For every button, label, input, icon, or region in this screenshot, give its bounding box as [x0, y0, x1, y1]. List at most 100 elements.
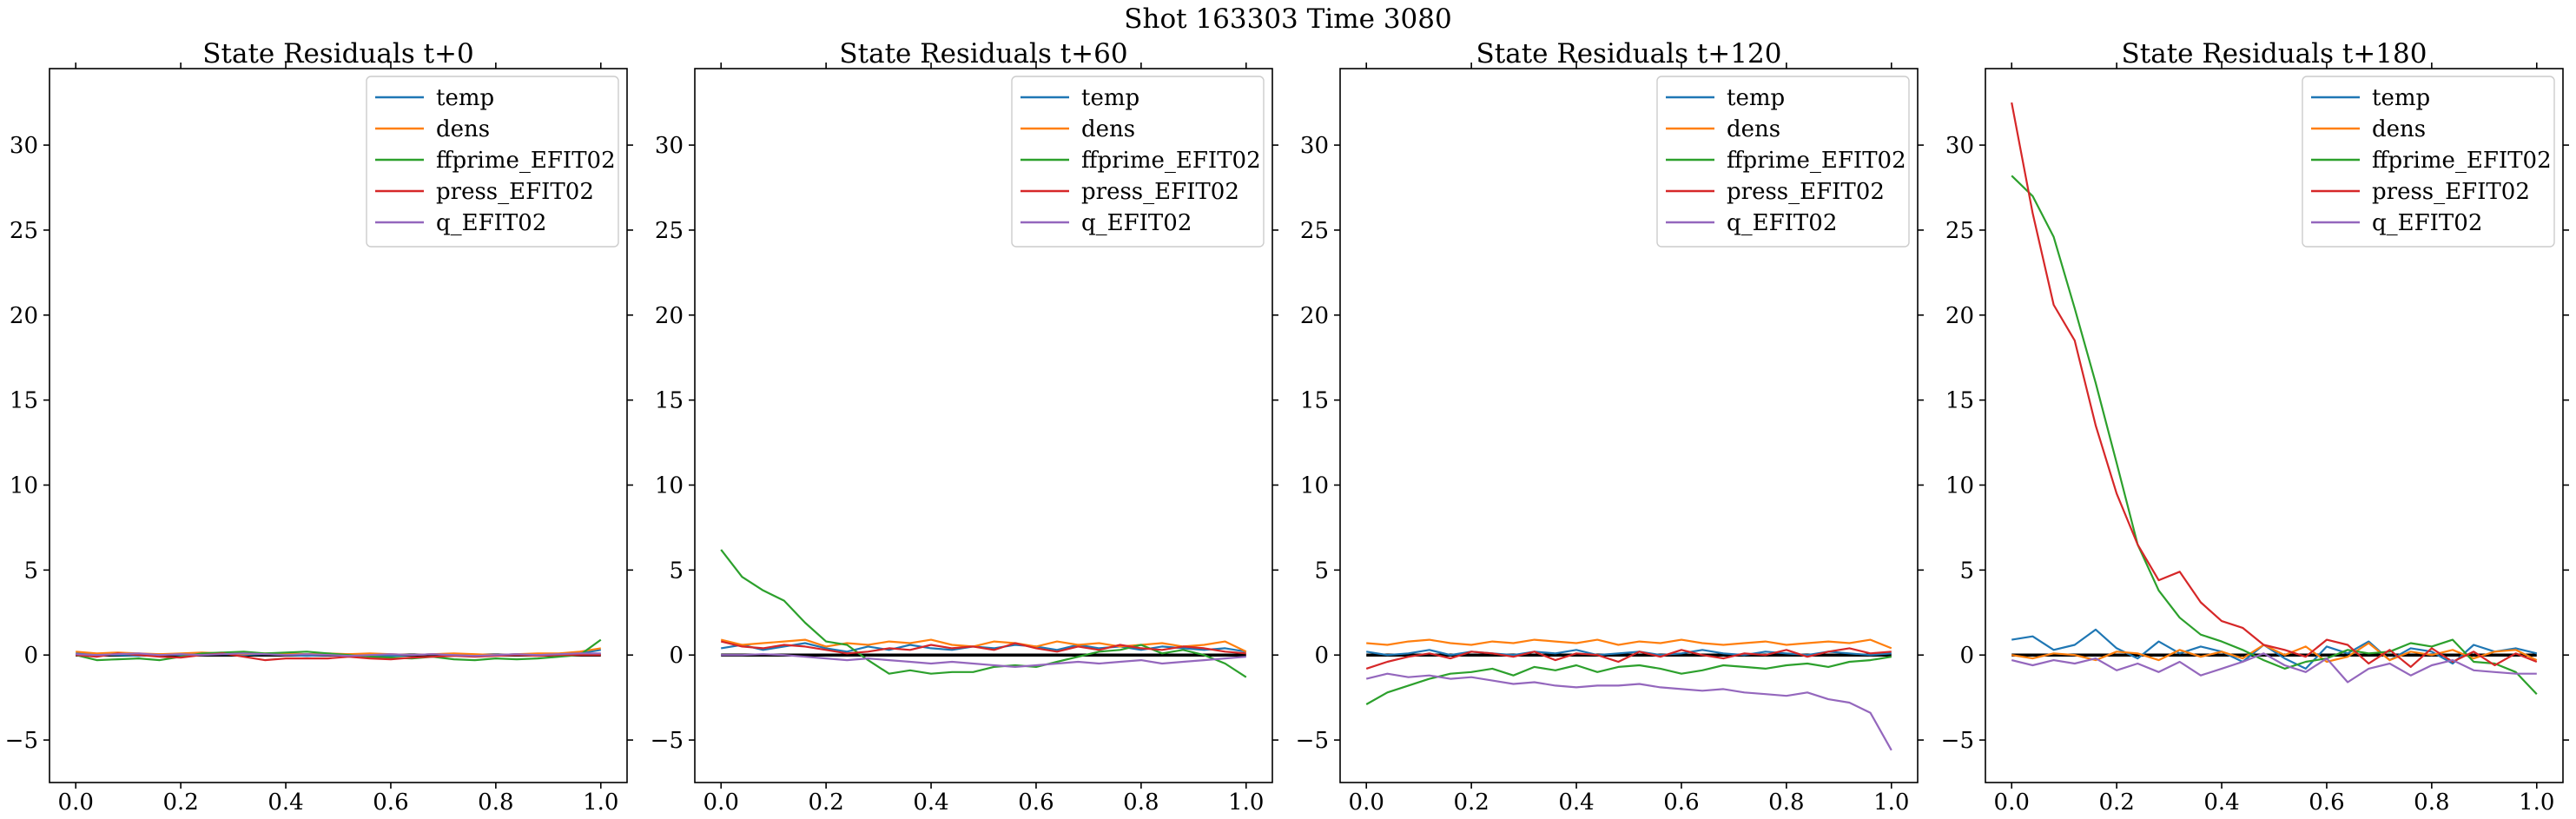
legend-label: press_EFIT02	[436, 179, 594, 205]
y-tick-label: −5	[651, 728, 684, 754]
y-tick-label: 30	[10, 133, 38, 159]
y-tick-label: 15	[1945, 388, 1974, 414]
legend: temp dens ffprime_EFIT02 press_EFIT02 q_EFIT…	[1656, 76, 1910, 248]
x-tick-label: 0.4	[268, 789, 303, 816]
series-line-q_EFIT02	[721, 653, 1246, 669]
x-tick-label: 0.2	[162, 789, 198, 816]
y-tick-label: 5	[1314, 558, 1329, 584]
y-tick-label: 20	[1945, 303, 1974, 329]
y-tick-label: 20	[1300, 303, 1329, 329]
y-tick-label: 0	[23, 643, 38, 669]
y-tick-label: 25	[10, 218, 38, 244]
legend-label: press_EFIT02	[1727, 179, 1885, 205]
legend-box	[1011, 76, 1265, 248]
y-tick-label: 0	[1314, 643, 1329, 669]
subplot-3: State Residuals t+180 0.0 0.2 0.4 0.6 0.8 1.0 −…	[1941, 38, 2569, 816]
y-tick-label: 25	[1945, 218, 1974, 244]
x-tick-label: 0.0	[1349, 789, 1384, 816]
series-line-press_EFIT02	[720, 640, 1246, 655]
legend-label: q_EFIT02	[436, 210, 546, 236]
series-line-press_EFIT02	[2011, 102, 2538, 669]
legend-label: ffprime_EFIT02	[1081, 148, 1261, 174]
y-tick-label: −5	[5, 728, 38, 754]
legend-label: press_EFIT02	[2372, 179, 2530, 205]
y-tick-label: 0	[669, 643, 684, 669]
y-tick-label: −5	[1941, 728, 1974, 754]
series-line-ffprime_EFIT02	[2011, 175, 2538, 695]
y-tick-label: 15	[1300, 388, 1329, 414]
legend: temp dens ffprime_EFIT02 press_EFIT02 q_EFIT…	[2302, 76, 2555, 248]
x-tick-label: 0.6	[2308, 789, 2344, 816]
x-tick-label: 0.2	[808, 789, 843, 816]
legend-label: q_EFIT02	[1081, 210, 1192, 236]
y-tick-label: −5	[1296, 728, 1329, 754]
figure-suptitle: Shot 163303 Time 3080	[1124, 3, 1451, 35]
legend-label: dens	[1727, 116, 1780, 142]
legend-label: q_EFIT02	[1727, 210, 1837, 236]
series-group	[75, 638, 602, 662]
series-line-ffprime_EFIT02	[75, 638, 602, 662]
y-tick-label: 30	[1300, 133, 1329, 159]
legend-label: q_EFIT02	[2372, 210, 2482, 236]
x-tick-label: 0.6	[1018, 789, 1054, 816]
legend-label: dens	[2372, 116, 2426, 142]
subplot-0: State Residuals t+0 0.0 0.2 0.4 0.6 0.8 1.0 −5 0…	[5, 38, 633, 816]
series-line-dens	[2011, 642, 2538, 664]
x-tick-label: 1.0	[1228, 789, 1264, 816]
legend-label: temp	[1727, 85, 1785, 111]
subplot-1: State Residuals t+60 0.0 0.2 0.4 0.6 0.8 1.0 −5…	[651, 38, 1278, 816]
x-tick-label: 0.0	[58, 789, 94, 816]
y-tick-label: 20	[10, 303, 38, 329]
legend-label: ffprime_EFIT02	[2372, 148, 2552, 174]
y-tick-label: 5	[1959, 558, 1974, 584]
subplot-grid: State Residuals t+0 0.0 0.2 0.4 0.6 0.8 1.0 −5 0…	[5, 38, 2569, 816]
x-tick-label: 0.4	[913, 789, 948, 816]
legend-label: temp	[2372, 85, 2430, 111]
subplot-title: State Residuals t+180	[2122, 38, 2427, 69]
subplot-2: State Residuals t+120 0.0 0.2 0.4 0.6 0.8 1.0 −…	[1296, 38, 1924, 816]
series-group	[720, 549, 1247, 678]
plot-frame	[1339, 68, 1919, 783]
x-tick-label: 1.0	[583, 789, 618, 816]
subplot-title: State Residuals t+0	[202, 38, 473, 69]
legend-label: ffprime_EFIT02	[436, 148, 616, 174]
series-group	[2011, 102, 2538, 695]
series-line-q_EFIT02	[76, 652, 601, 657]
subplot-title: State Residuals t+120	[1476, 38, 1782, 69]
legend: temp dens ffprime_EFIT02 press_EFIT02 q_EFIT…	[1011, 76, 1265, 248]
y-tick-label: 5	[669, 558, 684, 584]
x-tick-label: 1.0	[2519, 789, 2554, 816]
y-tick-label: 5	[23, 558, 38, 584]
x-tick-label: 0.8	[478, 789, 513, 816]
x-tick-label: 0.0	[703, 789, 739, 816]
y-tick-label: 30	[1945, 133, 1974, 159]
legend-label: temp	[1081, 85, 1139, 111]
plot-frame	[694, 68, 1273, 783]
x-tick-label: 0.6	[373, 789, 408, 816]
series-line-dens	[1366, 638, 1892, 650]
series-line-ffprime_EFIT02	[1365, 656, 1892, 705]
series-line-q_EFIT02	[2011, 652, 2537, 684]
legend-label: dens	[1081, 116, 1135, 142]
x-tick-label: 0.8	[1123, 789, 1159, 816]
x-tick-label: 0.8	[1768, 789, 1804, 816]
legend-label: press_EFIT02	[1081, 179, 1239, 205]
y-tick-label: 10	[1945, 473, 1974, 499]
legend-box	[366, 76, 619, 248]
subplot-title: State Residuals t+60	[839, 38, 1127, 69]
series-line-dens	[720, 638, 1247, 653]
x-tick-label: 0.2	[2098, 789, 2134, 816]
y-tick-label: 10	[655, 473, 684, 499]
series-line-ffprime_EFIT02	[720, 549, 1247, 678]
series-line-press_EFIT02	[1365, 647, 1892, 670]
x-tick-label: 0.2	[1453, 789, 1489, 816]
legend-box	[1656, 76, 1910, 248]
x-tick-label: 0.4	[2203, 789, 2239, 816]
x-tick-label: 0.4	[1558, 789, 1594, 816]
y-tick-label: 20	[655, 303, 684, 329]
legend-label: ffprime_EFIT02	[1727, 148, 1906, 174]
y-tick-label: 30	[655, 133, 684, 159]
y-tick-label: 15	[655, 388, 684, 414]
legend-label: temp	[436, 85, 494, 111]
